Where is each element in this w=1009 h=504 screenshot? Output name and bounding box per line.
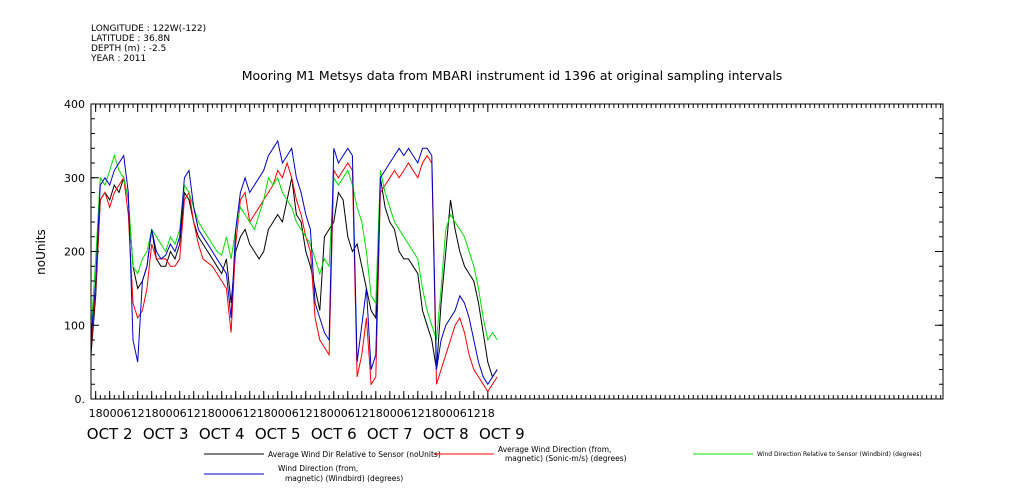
series-line-3 (91, 139, 498, 386)
series-line-1 (91, 154, 498, 393)
x-tick-label: 12 (299, 407, 313, 420)
x-tick-label: 06 (229, 407, 243, 420)
x-tick-label: 00 (271, 407, 285, 420)
x-tick-label: 12 (355, 407, 369, 420)
x-day-label: OCT 3 (143, 425, 189, 443)
x-tick-label: 06 (453, 407, 467, 420)
x-tick-label: 18 (89, 407, 103, 420)
x-tick-label: 18 (201, 407, 215, 420)
legend-entry-3: Wind Direction (from, magnetic) (Windbir… (278, 464, 403, 483)
axes-layer: 18 00 06 12 18 00 06 12 18 00 06 12 18 00 06 12 18 00 06 12… (64, 98, 944, 443)
x-day-label: OCT 5 (255, 425, 301, 443)
year-label: YEAR : 2011 (90, 54, 146, 64)
x-tick-label: 18 (313, 407, 327, 420)
x-tick-label: 12 (411, 407, 425, 420)
x-tick-label: 06 (173, 407, 187, 420)
x-tick-label: 18 (425, 407, 439, 420)
x-tick-label: 12 (187, 407, 201, 420)
x-tick-label: 18 (145, 407, 159, 420)
x-day-label: OCT 2 (87, 425, 133, 443)
x-tick-label: 18 (257, 407, 271, 420)
x-tick-label: 12 (467, 407, 481, 420)
x-tick-label: 00 (383, 407, 397, 420)
y-tick-label: 400 (64, 98, 85, 111)
x-tick-label: 06 (117, 407, 131, 420)
y-axis-label: noUnits (34, 229, 48, 275)
x-tick-label: 06 (397, 407, 411, 420)
depth-label: DEPTH (m) : -2.5 (91, 44, 166, 54)
y-tick-label: 200 (64, 246, 85, 259)
plot-frame (90, 103, 944, 400)
legend-entry-1: Average Wind Direction (from, magnetic) … (498, 445, 627, 463)
x-tick-label: 00 (327, 407, 341, 420)
x-tick-label: 12 (243, 407, 257, 420)
x-tick-label: 00 (103, 407, 117, 420)
y-tick-label: 0. (75, 393, 86, 406)
chart-title: Mooring M1 Metsys data from MBARI instru… (242, 68, 783, 83)
x-day-label: OCT 9 (479, 425, 525, 443)
legend: Average Wind Dir Relative to Sensor (noU… (204, 445, 922, 483)
longitude-label: LONGITUDE : 122W(-122) (91, 24, 206, 34)
series-layer (91, 139, 498, 393)
x-tick-label: 06 (285, 407, 299, 420)
latitude-label: LATITUDE : 36.8N (91, 34, 170, 44)
x-tick-label: 00 (439, 407, 453, 420)
x-tick-label: 06 (341, 407, 355, 420)
y-tick-label: 300 (64, 172, 85, 185)
x-tick-label: 18 (481, 407, 495, 420)
legend-entry-2: Wind Direction Relative to Sensor (Windb… (757, 451, 922, 458)
x-day-label: OCT 4 (199, 425, 245, 443)
series-line-2 (91, 153, 498, 342)
x-tick-label: 00 (159, 407, 173, 420)
y-tick-label: 100 (64, 319, 85, 332)
series-line-0 (91, 175, 498, 379)
x-day-label: OCT 7 (367, 425, 413, 443)
x-day-label: OCT 8 (423, 425, 469, 443)
x-tick-label: 12 (131, 407, 145, 420)
x-tick-label: 00 (215, 407, 229, 420)
x-tick-label: 18 (369, 407, 383, 420)
x-day-label: OCT 6 (311, 425, 357, 443)
legend-entry-0: Average Wind Dir Relative to Sensor (noU… (268, 450, 441, 459)
